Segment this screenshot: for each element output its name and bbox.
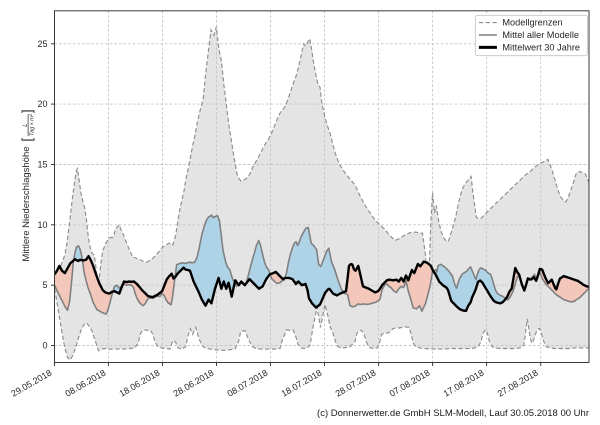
svg-text:L: L (22, 123, 29, 127)
svg-text:Mittel aller Modelle: Mittel aller Modelle (502, 30, 579, 40)
svg-text:0: 0 (42, 341, 47, 351)
svg-text:]: ] (20, 109, 35, 113)
svg-text:Modellgrenzen: Modellgrenzen (502, 18, 562, 28)
svg-text:(c) Donnerwetter.de GmbH SLM-M: (c) Donnerwetter.de GmbH SLM-Modell, Lau… (317, 408, 589, 419)
svg-text:Mittelwert 30 Jahre: Mittelwert 30 Jahre (502, 42, 580, 52)
svg-text:5: 5 (42, 280, 47, 290)
svg-text:Tag × m²: Tag × m² (30, 113, 36, 136)
svg-text:Mittlere Niederschlagshöhe: Mittlere Niederschlagshöhe (21, 146, 32, 261)
svg-text:[: [ (20, 138, 35, 142)
svg-text:25: 25 (37, 39, 47, 49)
svg-text:15: 15 (37, 160, 47, 170)
svg-text:20: 20 (37, 99, 47, 109)
svg-text:10: 10 (37, 220, 47, 230)
